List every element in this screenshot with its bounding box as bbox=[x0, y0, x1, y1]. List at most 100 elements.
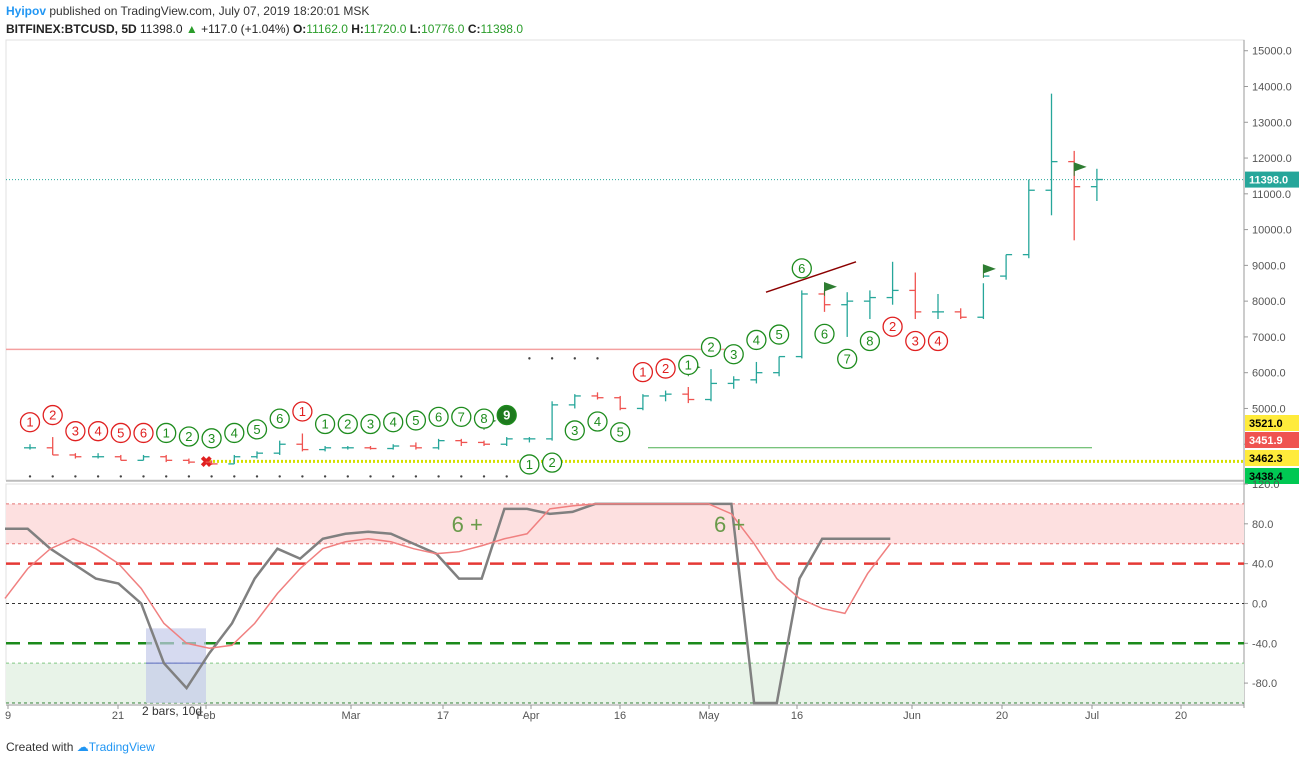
ohlc-bar bbox=[750, 361, 763, 384]
low-label: L: bbox=[409, 22, 422, 36]
td-count-circle bbox=[610, 422, 631, 443]
dot-marker bbox=[323, 475, 327, 478]
oscillator-line-red bbox=[4, 503, 891, 650]
ohlc-bar bbox=[523, 437, 536, 443]
dot-marker bbox=[369, 475, 372, 478]
td-count-marker: 3 bbox=[201, 428, 222, 449]
author-link[interactable]: Hyipov bbox=[6, 4, 47, 18]
td-count-number: 1 bbox=[685, 357, 692, 372]
dot-marker bbox=[142, 475, 145, 478]
ohlc-bar bbox=[319, 446, 332, 452]
td-count-marker: 1 bbox=[19, 412, 41, 433]
td-count-marker: 6 bbox=[428, 406, 449, 428]
price-tag bbox=[1245, 468, 1299, 484]
ohlc-bar bbox=[364, 446, 377, 450]
td-count-marker: 5 bbox=[768, 324, 790, 345]
tradingview-logo-icon[interactable]: ☁ bbox=[76, 740, 89, 754]
td-count-number: 1 bbox=[321, 417, 328, 432]
td-count-marker: 4 bbox=[224, 422, 245, 444]
td-count-circle bbox=[814, 323, 835, 345]
overbought-zone bbox=[6, 503, 1244, 544]
td-count-circle bbox=[428, 406, 449, 428]
ohlc-bar bbox=[977, 275, 990, 320]
ohlc-bar bbox=[863, 290, 876, 320]
td-count-circle bbox=[678, 354, 699, 376]
ohlc-bar bbox=[1045, 93, 1058, 216]
td-count-marker: 8 bbox=[859, 330, 881, 352]
dot-marker bbox=[51, 475, 54, 478]
td-count-number: 4 bbox=[390, 415, 397, 430]
td-count-marker: 4 bbox=[383, 412, 404, 433]
ohlc-bar bbox=[886, 261, 899, 305]
td-count-marker: 3 bbox=[360, 413, 381, 435]
td-count-marker: 5 bbox=[246, 419, 268, 440]
osc-axis-label: 0.0 bbox=[1252, 598, 1267, 610]
ohlc-bar bbox=[1090, 168, 1103, 201]
ohlc-bar bbox=[387, 444, 400, 450]
time-axis-label: Apr bbox=[522, 710, 539, 722]
td-count-marker: 2 bbox=[655, 358, 676, 379]
td-count-number: 6 bbox=[435, 409, 442, 424]
tradingview-brand[interactable]: TradingView bbox=[88, 740, 155, 754]
publish-text: published on TradingView.com, July 07, 2… bbox=[49, 4, 370, 18]
td-count-number: 2 bbox=[662, 361, 669, 376]
td-count-number: 3 bbox=[367, 417, 374, 432]
td-count-circle bbox=[65, 421, 86, 442]
price-axis-label: 11000.0 bbox=[1252, 189, 1291, 201]
ohlc-bar bbox=[727, 376, 740, 389]
price-axis-label: 14000.0 bbox=[1252, 82, 1292, 94]
td-count-circle bbox=[791, 258, 812, 279]
td-count-circle bbox=[110, 422, 131, 444]
ohlc-bar bbox=[591, 392, 604, 400]
price-tag-label: 11398.0 bbox=[1249, 175, 1288, 187]
flag-icon bbox=[982, 264, 996, 278]
time-axis-label: May bbox=[699, 710, 720, 722]
td-count-circle bbox=[42, 404, 63, 426]
dot-marker bbox=[414, 475, 418, 478]
dot-marker bbox=[460, 475, 463, 478]
td-count-number: 5 bbox=[253, 422, 260, 437]
td-count-circle bbox=[360, 413, 381, 435]
ohlc-bar bbox=[909, 272, 922, 320]
td-count-marker: 1 bbox=[678, 354, 699, 376]
td-count-marker: 3 bbox=[905, 330, 926, 352]
time-axis-label: Mar bbox=[342, 710, 361, 722]
open-value: 11162.0 bbox=[306, 22, 348, 36]
osc-axis-label: 80.0 bbox=[1252, 519, 1273, 531]
td-count-marker: 1 bbox=[314, 413, 336, 435]
dot-marker bbox=[210, 475, 213, 478]
td-count-marker: 1 bbox=[156, 422, 177, 444]
ohlc-bar bbox=[1022, 179, 1035, 259]
price-axis-label: 12000.0 bbox=[1252, 153, 1292, 165]
osc-axis-label: 40.0 bbox=[1252, 559, 1273, 571]
td-count-circle bbox=[541, 452, 563, 473]
td-count-number: 6 bbox=[821, 326, 828, 341]
td-count-circle bbox=[314, 413, 336, 435]
price-tag bbox=[1245, 415, 1299, 431]
td-count-circle bbox=[133, 422, 154, 444]
price-axis-label: 13000.0 bbox=[1252, 117, 1292, 129]
dot-marker bbox=[96, 475, 100, 478]
ohlc-bar bbox=[841, 292, 854, 337]
td-count-marker: 7 bbox=[451, 406, 472, 428]
price-axis-label: 6000.0 bbox=[1252, 368, 1286, 380]
chart-area[interactable]: 15000.014000.013000.012000.011000.010000… bbox=[0, 0, 1311, 740]
td-count-circle bbox=[496, 404, 517, 426]
td-count-number: 6 bbox=[140, 425, 147, 440]
td-count-marker: 6 bbox=[133, 422, 154, 444]
time-axis-label: 9 bbox=[5, 710, 11, 722]
td-count-circle bbox=[201, 428, 222, 449]
td-count-marker: 5 bbox=[405, 410, 427, 431]
td-count-marker: 8 bbox=[473, 408, 495, 429]
td-count-circle bbox=[473, 408, 495, 429]
td-count-marker: 9 bbox=[496, 404, 517, 426]
td-count-circle bbox=[405, 410, 427, 431]
td-count-circle bbox=[451, 406, 472, 428]
td-count-number: 5 bbox=[617, 425, 624, 440]
td-count-marker: 6 bbox=[791, 258, 812, 279]
price-tag bbox=[1245, 450, 1299, 466]
ohlc-bar bbox=[636, 394, 649, 411]
dot-marker bbox=[74, 475, 77, 478]
td-count-number: 1 bbox=[639, 365, 646, 380]
td-count-circle bbox=[519, 454, 540, 475]
